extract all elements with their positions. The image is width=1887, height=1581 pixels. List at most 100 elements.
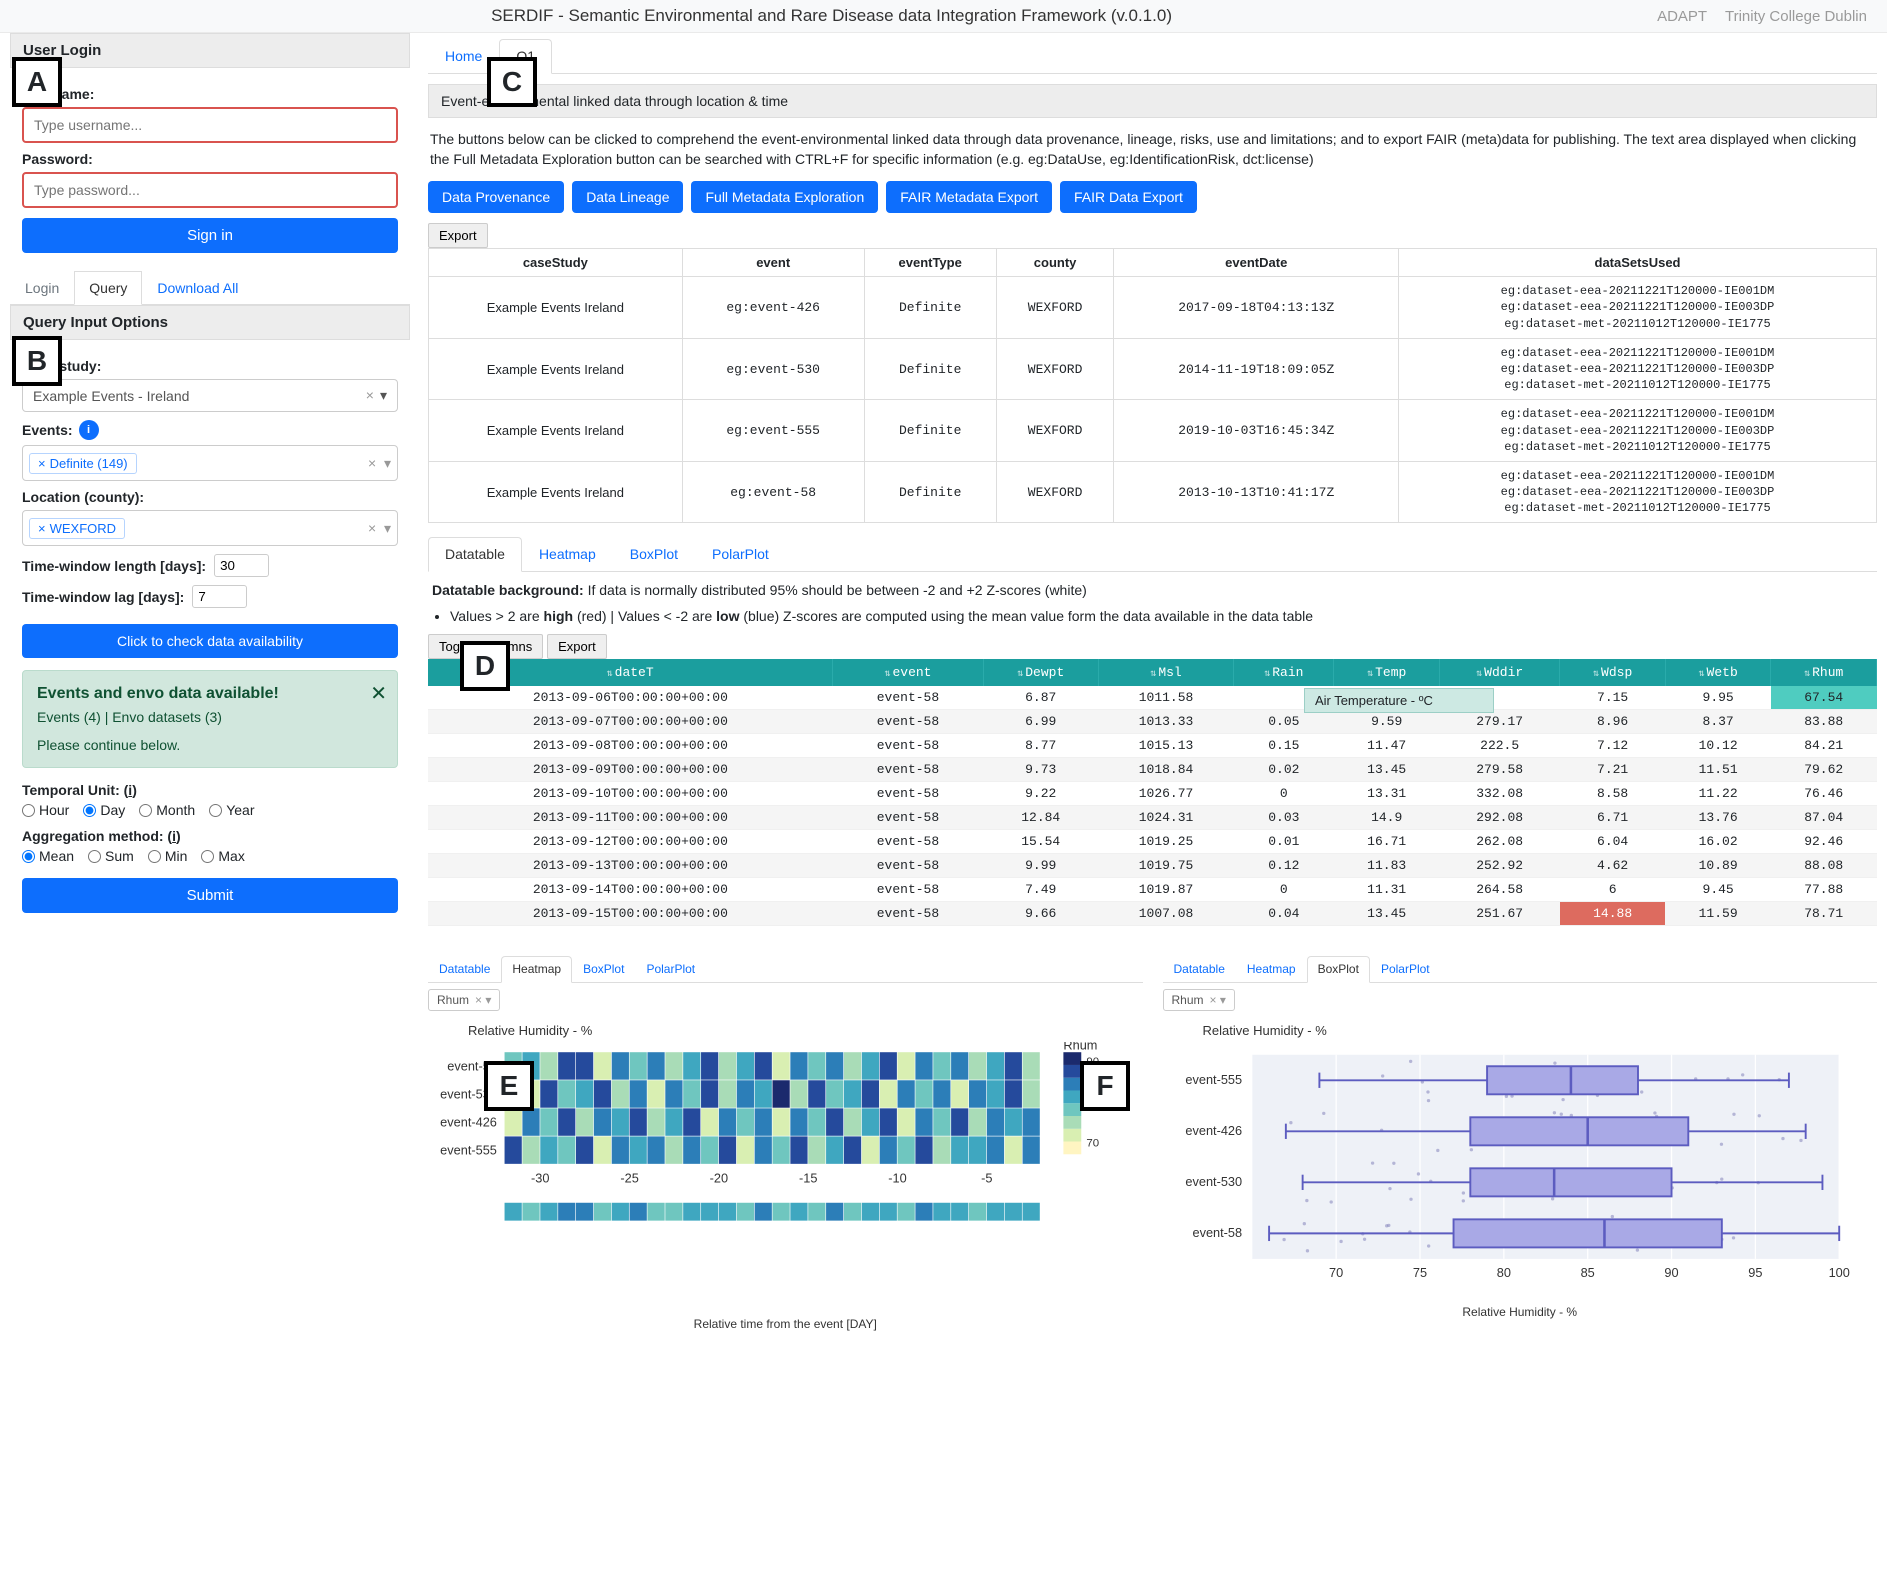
remove-token-icon[interactable]: × — [38, 521, 46, 536]
availability-alert: ✕ Events and envo data available! Events… — [22, 670, 398, 768]
events-label: Events: i — [22, 420, 398, 440]
clear-icon[interactable]: × — [366, 387, 374, 403]
svg-text:event-530: event-530 — [1185, 1175, 1242, 1190]
mini-tab-boxplot[interactable]: BoxPlot — [572, 956, 635, 982]
heatmap-chart: event-58event-530event-426event-555-30-2… — [428, 1042, 1143, 1310]
data-col-Wdsp[interactable]: ⇅Wdsp — [1560, 659, 1666, 686]
boxplot-x-axis-title: Relative Humidity - % — [1163, 1305, 1878, 1319]
agg-radio-sum[interactable]: Sum — [88, 848, 134, 864]
temporal-radio-hour[interactable]: Hour — [22, 802, 69, 818]
data-provenance-button[interactable]: Data Provenance — [428, 181, 564, 213]
svg-text:-30: -30 — [531, 1171, 549, 1186]
check-availability-button[interactable]: Click to check data availability — [22, 624, 398, 658]
alert-title: Events and envo data available! — [37, 685, 383, 703]
svg-text:-10: -10 — [888, 1171, 906, 1186]
case-study-value: Example Events - Ireland — [33, 388, 189, 404]
case-study-label: Case study: — [22, 358, 398, 374]
svg-text:-25: -25 — [620, 1171, 638, 1186]
annotation-A: A — [12, 57, 62, 107]
info-icon[interactable]: i — [79, 420, 99, 440]
full-metadata-button[interactable]: Full Metadata Exploration — [691, 181, 878, 213]
export-button[interactable]: Export — [428, 223, 488, 248]
login-panel-title: User Login — [10, 33, 410, 68]
temporal-radio-year[interactable]: Year — [209, 802, 254, 818]
datatable-note: If data is normally distributed 95% shou… — [584, 582, 1087, 598]
data-col-Dewpt[interactable]: ⇅Dewpt — [983, 659, 1098, 686]
data-col-Wetb[interactable]: ⇅Wetb — [1665, 659, 1771, 686]
table-row: Example Events Irelandeg:event-555Defini… — [429, 400, 1877, 462]
data-col-Temp[interactable]: ⇅Temp — [1334, 659, 1440, 686]
password-input[interactable] — [22, 172, 398, 208]
section-heading: Event-environmental linked data through … — [428, 84, 1877, 118]
svg-text:-5: -5 — [981, 1171, 992, 1186]
heatmap-x-axis-title: Relative time from the event [DAY] — [428, 1317, 1143, 1331]
mini2-tab-polarplot[interactable]: PolarPlot — [1370, 956, 1441, 982]
svg-text:95: 95 — [1748, 1265, 1762, 1280]
nav-link-adapt[interactable]: ADAPT — [1657, 8, 1707, 25]
data-col-Rhum[interactable]: ⇅Rhum — [1771, 659, 1877, 686]
mini-tab-heatmap[interactable]: Heatmap — [501, 956, 572, 983]
username-label: Username: — [22, 86, 398, 102]
fair-data-export-button[interactable]: FAIR Data Export — [1060, 181, 1197, 213]
data-col-event[interactable]: ⇅event — [833, 659, 983, 686]
agg-radio-max[interactable]: Max — [201, 848, 244, 864]
mini2-tab-datatable[interactable]: Datatable — [1163, 956, 1236, 982]
location-select[interactable]: ×WEXFORD × ▾ — [22, 510, 398, 546]
data-col-Msl[interactable]: ⇅Msl — [1098, 659, 1233, 686]
case-study-select[interactable]: Example Events - Ireland ×▾ — [22, 379, 398, 412]
agg-radio-mean[interactable]: Mean — [22, 848, 74, 864]
mini2-tab-boxplot[interactable]: BoxPlot — [1307, 956, 1370, 983]
viz-tab-boxplot[interactable]: BoxPlot — [613, 537, 695, 571]
twlen-input[interactable] — [214, 554, 269, 577]
close-icon[interactable]: ✕ — [370, 681, 387, 706]
signin-button[interactable]: Sign in — [22, 218, 398, 253]
svg-text:-20: -20 — [710, 1171, 728, 1186]
mini-tab-polarplot[interactable]: PolarPlot — [635, 956, 706, 982]
agg-label: Aggregation method: (i) — [22, 828, 181, 844]
location-token: WEXFORD — [50, 521, 116, 536]
table-row: 2013-09-14T00:00:00+00:00event-587.49101… — [428, 878, 1877, 902]
temporal-radio-month[interactable]: Month — [139, 802, 195, 818]
tab-query[interactable]: Query — [74, 271, 142, 305]
data-col-Wddir[interactable]: ⇅Wddir — [1439, 659, 1559, 686]
annotation-C: C — [487, 57, 537, 107]
export-data-button[interactable]: Export — [547, 634, 607, 659]
z-score-note: Values > 2 are high (red) | Values < -2 … — [450, 608, 1877, 624]
svg-text:event-426: event-426 — [440, 1115, 497, 1130]
svg-text:85: 85 — [1580, 1265, 1594, 1280]
alert-counts: Events (4) | Envo datasets (3) — [37, 709, 383, 725]
mini2-tab-heatmap[interactable]: Heatmap — [1236, 956, 1307, 982]
meta-col-dataSetsUsed: dataSetsUsed — [1399, 249, 1877, 277]
tab-login[interactable]: Login — [10, 271, 74, 304]
events-select[interactable]: ×Definite (149) × ▾ — [22, 445, 398, 481]
heatmap-var-select[interactable]: Rhum × ▾ — [428, 989, 500, 1011]
boxplot-var-select[interactable]: Rhum × ▾ — [1163, 989, 1235, 1011]
viz-tab-datatable[interactable]: Datatable — [428, 537, 522, 572]
meta-col-caseStudy: caseStudy — [429, 249, 683, 277]
svg-text:event-58: event-58 — [1192, 1226, 1242, 1241]
agg-radio-min[interactable]: Min — [148, 848, 188, 864]
data-col-Rain[interactable]: ⇅Rain — [1234, 659, 1334, 686]
table-row: 2013-09-09T00:00:00+00:00event-589.73101… — [428, 758, 1877, 782]
table-row: 2013-09-13T00:00:00+00:00event-589.99101… — [428, 854, 1877, 878]
twlen-label: Time-window length [days]: — [22, 558, 206, 574]
viz-tab-polarplot[interactable]: PolarPlot — [695, 537, 786, 571]
data-lineage-button[interactable]: Data Lineage — [572, 181, 683, 213]
svg-text:event-555: event-555 — [440, 1143, 497, 1158]
table-row: 2013-09-12T00:00:00+00:00event-5815.5410… — [428, 830, 1877, 854]
username-input[interactable] — [22, 107, 398, 143]
table-row: Example Events Irelandeg:event-58Definit… — [429, 461, 1877, 523]
twlag-input[interactable] — [192, 585, 247, 608]
nav-link-tcd[interactable]: Trinity College Dublin — [1725, 8, 1867, 25]
temporal-label: Temporal Unit: (i) — [22, 782, 137, 798]
svg-text:-15: -15 — [799, 1171, 817, 1186]
temporal-radio-day[interactable]: Day — [83, 802, 125, 818]
remove-token-icon[interactable]: × — [38, 456, 46, 471]
submit-button[interactable]: Submit — [22, 878, 398, 913]
viz-tab-heatmap[interactable]: Heatmap — [522, 537, 613, 571]
fair-metadata-export-button[interactable]: FAIR Metadata Export — [886, 181, 1052, 213]
alert-continue: Please continue below. — [37, 737, 383, 753]
table-row: Example Events Irelandeg:event-530Defini… — [429, 338, 1877, 400]
tab-download-all[interactable]: Download All — [142, 271, 253, 304]
mini-tab-datatable[interactable]: Datatable — [428, 956, 501, 982]
